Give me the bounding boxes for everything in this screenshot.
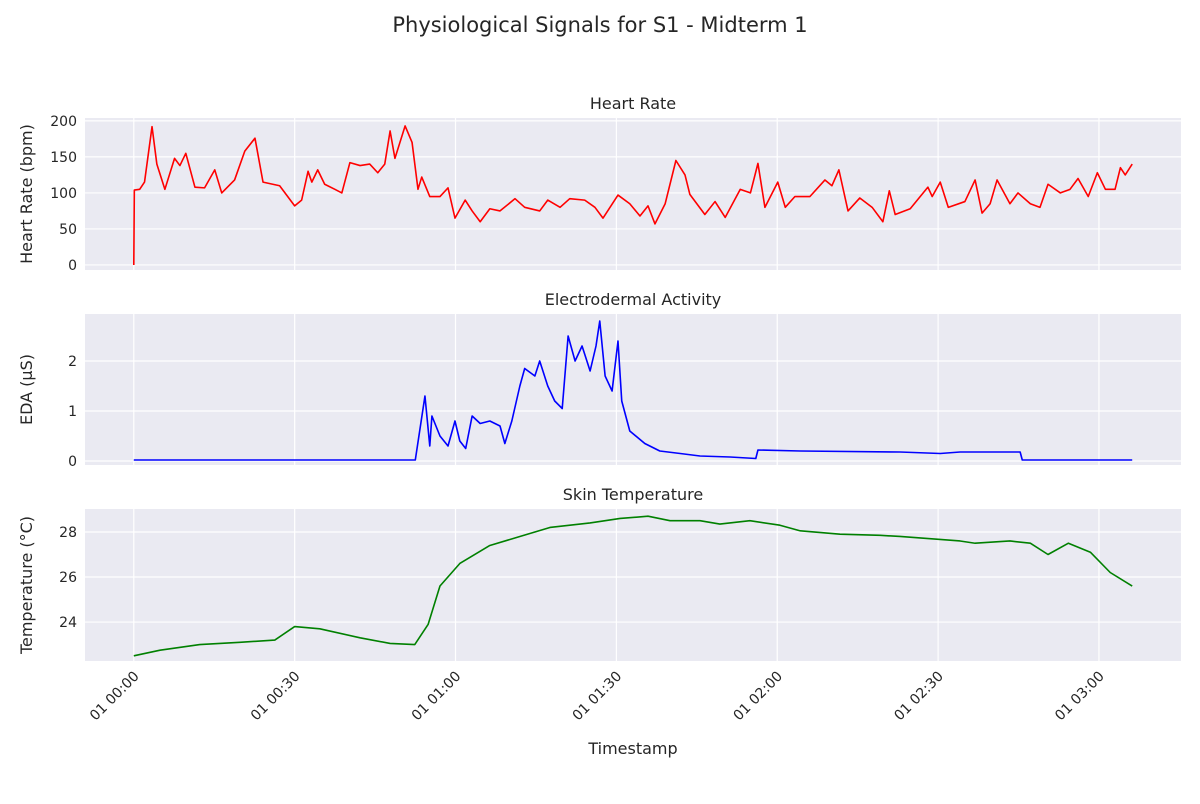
y-tick-label: 26	[59, 570, 77, 586]
x-tick-label: 01 01:00	[409, 669, 465, 725]
x-tick-label: 01 02:30	[891, 669, 947, 725]
subplot-title: Heart Rate	[590, 94, 676, 113]
y-tick-label: 1	[68, 404, 77, 420]
y-tick-label: 150	[50, 150, 77, 166]
plot-area	[85, 118, 1181, 270]
y-tick-label: 0	[68, 454, 77, 470]
x-tick-label: 01 02:00	[730, 669, 786, 725]
y-tick-label: 100	[50, 186, 77, 202]
y-axis-label: Temperature (°C)	[17, 516, 36, 655]
y-tick-label: 0	[68, 258, 77, 274]
x-axis-label: Timestamp	[587, 739, 677, 758]
y-axis-label: EDA (µS)	[17, 354, 36, 425]
subplot-title: Skin Temperature	[563, 485, 703, 504]
subplot-title: Electrodermal Activity	[545, 290, 722, 309]
x-tick-label: 01 01:30	[570, 669, 626, 725]
x-tick-label: 01 00:00	[87, 669, 143, 725]
figure-title: Physiological Signals for S1 - Midterm 1	[392, 13, 807, 37]
plot-area	[85, 509, 1181, 661]
y-tick-label: 2	[68, 354, 77, 370]
y-tick-label: 28	[59, 525, 77, 541]
x-tick-label: 01 00:30	[248, 669, 304, 725]
series-line	[133, 515, 1133, 657]
series-line	[132, 125, 1133, 265]
y-tick-label: 50	[59, 222, 77, 238]
y-axis-label: Heart Rate (bpm)	[17, 124, 36, 264]
y-tick-label: 24	[59, 615, 77, 631]
x-tick-label: 01 03:00	[1052, 669, 1108, 725]
plot-area	[85, 314, 1181, 465]
series-line	[133, 320, 1133, 461]
y-tick-label: 200	[50, 114, 77, 130]
